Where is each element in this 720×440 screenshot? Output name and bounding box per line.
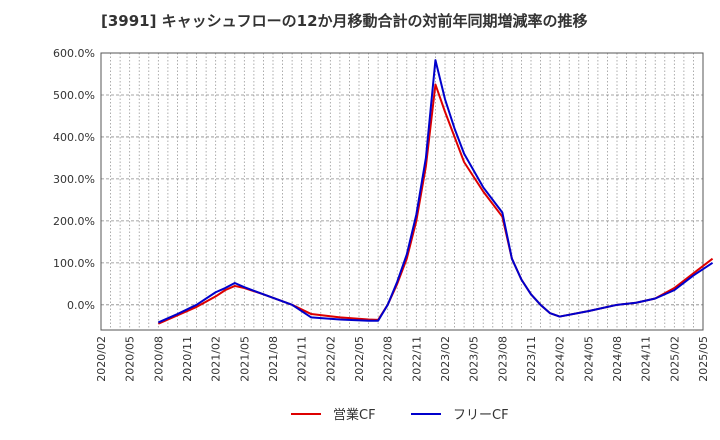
chart-title: [3991] キャッシュフローの12か月移動合計の対前年同期増減率の推移 [101, 12, 588, 30]
x-tick-label: 2021/08 [267, 336, 280, 382]
x-tick-label: 2023/05 [468, 336, 481, 382]
x-tick-label: 2022/05 [353, 336, 366, 382]
x-tick-label: 2021/05 [238, 336, 251, 382]
x-tick-label: 2023/11 [525, 336, 538, 382]
x-axis-tick-labels: 2020/02 2020/05 2020/08 2020/11 2021/02 2021/… [95, 336, 710, 382]
plot-area-border [100, 52, 704, 331]
y-tick-label: 100.0% [53, 257, 95, 270]
x-tick-label: 2020/11 [181, 336, 194, 382]
series-line-2 [157, 59, 714, 324]
grid [101, 52, 703, 330]
x-tick-label: 2024/08 [611, 336, 624, 382]
x-tick-label: 2025/05 [697, 336, 710, 382]
y-tick-label: 0.0% [67, 299, 95, 312]
y-tick-label: 400.0% [53, 131, 95, 144]
x-tick-label: 2024/05 [582, 336, 595, 382]
x-tick-label: 2020/05 [124, 336, 137, 382]
x-tick-label: 2020/02 [95, 336, 108, 382]
x-tick-label: 2025/02 [668, 336, 681, 382]
y-tick-label: 600.0% [53, 47, 95, 60]
x-tick-label: 2022/08 [382, 336, 395, 382]
x-tick-label: 2022/11 [410, 336, 423, 382]
y-tick-label: 300.0% [53, 173, 95, 186]
x-tick-label: 2023/08 [496, 336, 509, 382]
legend-label-1: 営業CF [333, 407, 376, 423]
y-tick-label: 500.0% [53, 89, 95, 102]
x-tick-label: 2024/02 [554, 336, 567, 382]
legend-label-2: フリーCF [453, 408, 509, 423]
x-tick-label: 2022/02 [324, 336, 337, 382]
x-tick-label: 2024/11 [640, 336, 653, 382]
legend: 営業CF フリーCF [291, 407, 509, 423]
x-tick-label: 2020/08 [152, 336, 165, 382]
x-tick-label: 2023/02 [439, 336, 452, 382]
y-axis-tick-labels: 0.0% 100.0% 200.0% 300.0% 400.0% 500.0% 600.0% [53, 47, 95, 312]
y-tick-label: 200.0% [53, 215, 95, 228]
x-tick-label: 2021/11 [296, 336, 309, 382]
series-lines [157, 59, 714, 325]
x-tick-label: 2021/02 [210, 336, 223, 382]
